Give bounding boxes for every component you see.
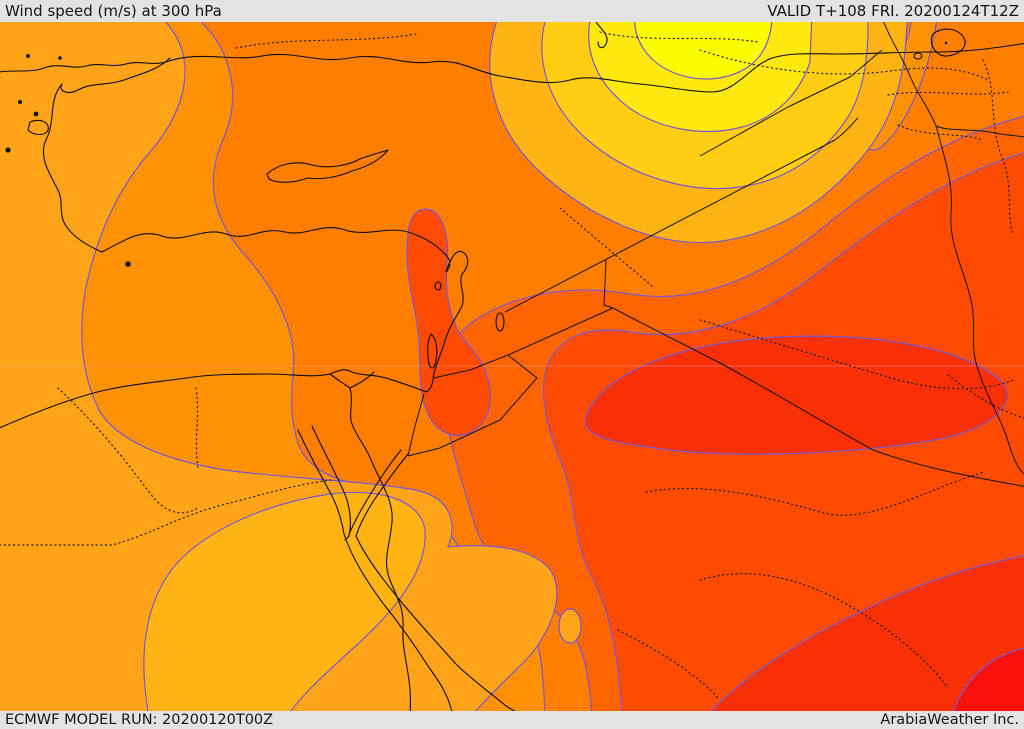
aegean-island-dot — [5, 147, 11, 153]
band-level8-levant-tongue — [406, 208, 491, 437]
admin-boundary-turkey-2 — [599, 31, 759, 43]
admin-boundary-saudi-3 — [617, 629, 719, 699]
admin-boundary-syria — [559, 207, 655, 289]
lake-van — [930, 28, 966, 57]
aegean-island-dot — [33, 111, 39, 117]
wind-speed-map — [0, 22, 1024, 711]
admin-boundary-iran-4 — [897, 124, 984, 141]
nile-river — [329, 371, 411, 711]
admin-boundary-iran-3 — [887, 91, 1009, 96]
aegean-island-dot — [18, 100, 22, 104]
admin-boundary-saudi-1 — [645, 471, 985, 516]
egypt-israel-border — [407, 393, 425, 457]
band-level4-small-closed — [558, 608, 582, 644]
anatolia-river-squiggle — [595, 22, 608, 49]
marmara-coastline — [0, 57, 171, 93]
band-level3-egypt — [143, 491, 426, 711]
turkey-caucasus-border — [699, 49, 883, 157]
admin-boundary-egypt-1 — [0, 479, 333, 546]
aegean-island-dot — [26, 54, 30, 58]
gulf-of-suez-coastline — [297, 425, 351, 541]
rhodes-island-dot — [125, 261, 131, 267]
iraq-saudi-border — [612, 307, 1024, 487]
contour-bands — [0, 22, 1024, 711]
jordan-syria-border — [432, 354, 509, 379]
gulf-of-aqaba-coastline — [348, 449, 409, 537]
admin-boundary-saudi-2 — [699, 573, 949, 689]
valid-time-label: VALID T+108 FRI. 20200124T12Z — [767, 2, 1019, 20]
admin-boundary-iran-1 — [982, 59, 1014, 236]
band-level0-bright-yellow — [634, 22, 773, 80]
admin-boundary-egypt-2 — [57, 387, 199, 514]
aegean-island-dot — [58, 56, 62, 60]
band-level9-southeast — [710, 555, 1024, 711]
red-sea-coastline — [343, 533, 516, 711]
iran-iraq-border — [935, 125, 1024, 475]
small-lake — [913, 52, 923, 60]
model-run-label: ECMWF MODEL RUN: 20200120T00Z — [5, 712, 274, 728]
lake-van-islet — [944, 41, 948, 45]
branding-label: ArabiaWeather Inc. — [880, 712, 1019, 728]
cyprus-coastline — [266, 149, 389, 183]
footer-bar: ECMWF MODEL RUN: 20200120T00Z ArabiaWeat… — [0, 711, 1024, 729]
azraq-depression — [495, 312, 505, 332]
dead-sea-lake — [427, 333, 438, 369]
admin-boundary-iraq — [699, 319, 1015, 390]
chart-title: Wind speed (m/s) at 300 hPa — [5, 2, 222, 20]
syria-iraq-turkey-border — [504, 117, 859, 313]
aegean-island — [27, 119, 49, 136]
header-bar: Wind speed (m/s) at 300 hPa VALID T+108 … — [0, 0, 1024, 22]
jordan-saudi-zigzag-border — [407, 307, 614, 457]
admin-boundary-iran-2 — [947, 374, 1024, 419]
sea-of-galilee-lake — [434, 281, 442, 291]
coastlines — [0, 22, 1024, 711]
anatolia-levant-egypt-coastline — [0, 83, 469, 429]
band-level10-corner — [952, 647, 1024, 711]
country-borders — [407, 22, 1024, 487]
black-sea-coastline — [165, 43, 1024, 93]
syria-iraq-jordan-corner-border — [603, 259, 614, 309]
admin-boundary-turkey-3 — [699, 49, 989, 81]
turkey-iran-border — [883, 22, 1024, 138]
admin-boundaries — [0, 31, 1024, 699]
